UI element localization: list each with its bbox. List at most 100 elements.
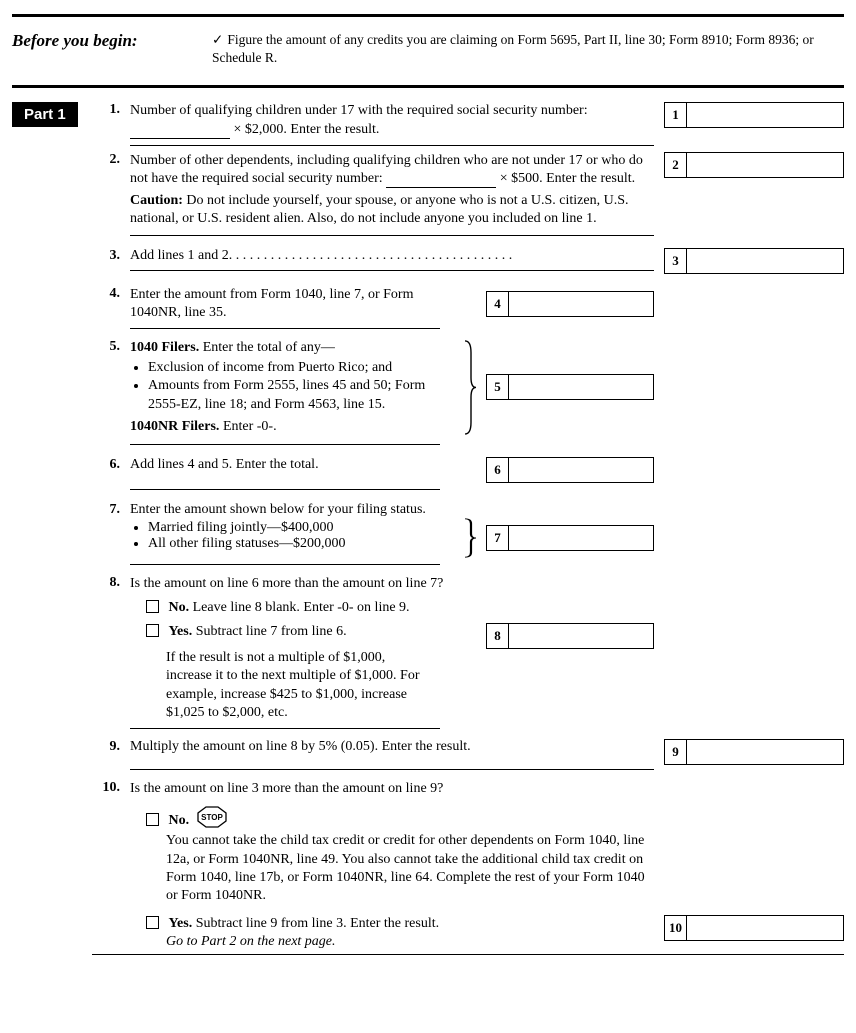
line-6-row: 6. Add lines 4 and 5. Enter the total. 6	[12, 457, 844, 490]
line-10-yes-label: Yes.	[169, 916, 193, 931]
line-8-yes-label: Yes.	[169, 624, 193, 639]
line-7-underline	[130, 564, 440, 565]
line-1-box-label: 1	[665, 103, 687, 127]
line-3-box-label: 3	[665, 249, 687, 273]
line-8-no-checkbox[interactable]	[146, 600, 159, 613]
line-8-yes-text: Subtract line 7 from line 6.	[192, 624, 346, 639]
line-8-no-label: No.	[169, 600, 190, 615]
line-8-detail: If the result is not a multiple of $1,00…	[130, 649, 420, 722]
line-6-underline	[130, 489, 440, 490]
line-8-no-text: Leave line 8 blank. Enter -0- on line 9.	[189, 600, 409, 615]
part-1-badge: Part 1	[12, 102, 78, 127]
line-5-bullet-1: Exclusion of income from Puerto Rico; an…	[148, 359, 456, 377]
line-10-no-text: You cannot take the child tax credit or …	[130, 832, 654, 905]
line-8-box-label: 8	[487, 624, 509, 648]
line-7-bullet-1: Married filing jointly—$400,000	[148, 520, 456, 536]
header-row: Before you begin: ✓Figure the amount of …	[12, 21, 844, 81]
line-2-caution-label: Caution:	[130, 193, 183, 208]
line-7-row: 7. Enter the amount shown below for your…	[12, 502, 844, 565]
line-2-caution-text: Do not include yourself, your spouse, or…	[130, 193, 629, 226]
header-text: ✓Figure the amount of any credits you ar…	[212, 31, 844, 67]
line-5-head1: 1040 Filers.	[130, 340, 199, 355]
line-10-row: 10. Is the amount on line 3 more than th…	[12, 780, 844, 905]
line-1-amount-box[interactable]: 1	[664, 102, 844, 128]
line-5-bullet-2: Amounts from Form 2555, lines 45 and 50;…	[148, 377, 456, 413]
line-2-top: Number of other dependents, including qu…	[130, 152, 654, 188]
line-3-text: Add lines 1 and 2	[130, 248, 229, 263]
line-8-yes-checkbox[interactable]	[146, 624, 159, 637]
line-7-num: 7.	[92, 502, 130, 518]
line-7-amount-box[interactable]: 7	[486, 525, 654, 551]
svg-text:STOP: STOP	[201, 813, 223, 822]
line-5-num: 5.	[92, 339, 130, 355]
line-9-row: 9. Multiply the amount on line 8 by 5% (…	[12, 739, 844, 770]
line-1-mult: × $2,000. Enter the result.	[234, 122, 380, 137]
line-3-num: 3.	[92, 248, 130, 264]
line-5-underline	[130, 444, 440, 445]
line-2-entry[interactable]	[386, 173, 496, 188]
line-5-row: 5. 1040 Filers. Enter the total of any— …	[12, 339, 844, 445]
check-icon: ✓	[212, 32, 223, 47]
line-9-box-label: 9	[665, 740, 687, 764]
line-10-box-label: 10	[665, 916, 687, 940]
line-9-num: 9.	[92, 739, 130, 755]
bottom-rule	[92, 954, 844, 955]
header-instruction: Figure the amount of any credits you are…	[212, 32, 814, 65]
line-8-question: Is the amount on line 6 more than the am…	[130, 575, 654, 593]
line-8-underline	[130, 728, 440, 729]
line-5-head2-text: Enter -0-.	[219, 419, 276, 434]
line-7-text: Enter the amount shown below for your fi…	[130, 502, 654, 518]
line-1-underline	[130, 145, 654, 146]
line-3-leaders: . . . . . . . . . . . . . . . . . . . . …	[229, 248, 513, 264]
line-9-text: Multiply the amount on line 8 by 5% (0.0…	[130, 739, 471, 754]
before-you-begin-label: Before you begin:	[12, 31, 212, 51]
line-4-underline	[130, 328, 440, 329]
line-8-row: 8. Is the amount on line 6 more than the…	[12, 575, 844, 729]
line-9-amount-box[interactable]: 9	[664, 739, 844, 765]
line-7-bullet-2: All other filing statuses—$200,000	[148, 536, 456, 552]
line-6-amount-box[interactable]: 6	[486, 457, 654, 483]
line-4-box-label: 4	[487, 292, 509, 316]
line-10-question: Is the amount on line 3 more than the am…	[130, 780, 654, 798]
line-2-mult: × $500. Enter the result.	[500, 171, 635, 186]
line-5-head1-text: Enter the total of any—	[199, 340, 335, 355]
stop-icon: STOP	[197, 806, 227, 828]
line-3-underline	[130, 270, 654, 271]
line-2-row: 2. Number of other dependents, including…	[12, 152, 844, 236]
header-bottom-rule	[12, 85, 844, 88]
line-3-amount-box[interactable]: 3	[664, 248, 844, 274]
line-10-yes-checkbox[interactable]	[146, 916, 159, 929]
line-5-box-label: 5	[487, 375, 509, 399]
line-5-brace-icon	[462, 339, 478, 436]
line-10-amount-box[interactable]: 10	[664, 915, 844, 941]
line-2-amount-box[interactable]: 2	[664, 152, 844, 178]
line-10-no-checkbox[interactable]	[146, 813, 159, 826]
line-9-underline	[130, 769, 654, 770]
line-6-num: 6.	[92, 457, 130, 473]
line-3-row: 3. Add lines 1 and 2 . . . . . . . . . .…	[12, 248, 844, 274]
line-6-box-label: 6	[487, 458, 509, 482]
line-1-num: 1.	[92, 102, 130, 118]
line-1-text: Number of qualifying children under 17 w…	[130, 103, 588, 118]
line-4-amount-box[interactable]: 4	[486, 291, 654, 317]
line-2-num: 2.	[92, 152, 130, 168]
line-1-entry[interactable]	[130, 123, 230, 138]
line-7-brace-icon	[462, 518, 478, 558]
line-2-caution: Caution: Do not include yourself, your s…	[130, 192, 654, 228]
line-10-goto: Go to Part 2 on the next page.	[130, 933, 654, 951]
line-5-amount-box[interactable]: 5	[486, 374, 654, 400]
top-rule	[12, 14, 844, 17]
line-10-num: 10.	[92, 780, 130, 796]
line-4-row: 4. Enter the amount from Form 1040, line…	[12, 286, 844, 329]
line-4-text: Enter the amount from Form 1040, line 7,…	[130, 286, 462, 322]
line-8-amount-box[interactable]: 8	[486, 623, 654, 649]
line-10-yes-row: Yes. Subtract line 9 from line 3. Enter …	[12, 915, 844, 951]
line-4-num: 4.	[92, 286, 130, 302]
line-10-yes-text: Subtract line 9 from line 3. Enter the r…	[192, 916, 439, 931]
line-2-box-label: 2	[665, 153, 687, 177]
line-2-underline	[130, 235, 654, 236]
line-10-no-label: No.	[169, 813, 190, 828]
line-8-num: 8.	[92, 575, 130, 591]
line-6-text: Add lines 4 and 5. Enter the total.	[130, 457, 462, 483]
line-7-box-label: 7	[487, 526, 509, 550]
